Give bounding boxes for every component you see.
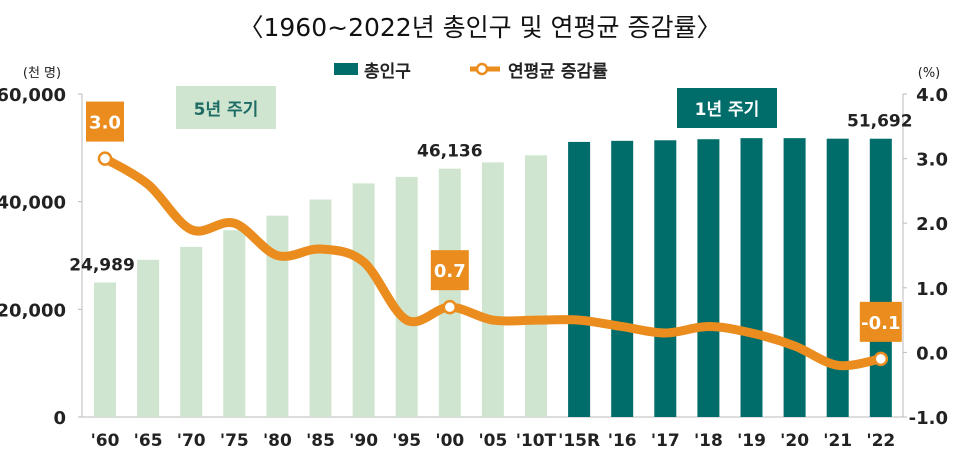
left-tick-label: 20,000 <box>0 300 66 321</box>
right-tick-label: 0.0 <box>916 343 948 364</box>
annotation-1yr-box <box>677 88 777 128</box>
x-tick-label: '17 <box>651 431 680 451</box>
annotation-1yr: 1년 주기 <box>695 100 760 120</box>
bar-data-label: 46,136 <box>417 142 483 162</box>
left-tick-label: 40,000 <box>0 193 66 214</box>
bar-22 <box>869 138 892 417</box>
bar-75 <box>223 230 246 417</box>
legend-bar-label: 총인구 <box>364 62 411 82</box>
x-tick-label: '60 <box>91 431 120 451</box>
legend-bar-swatch <box>334 63 358 75</box>
right-tick-label: 4.0 <box>916 85 948 106</box>
left-tick-label: 60,000 <box>0 85 66 106</box>
x-tick-label: '22 <box>866 431 895 451</box>
x-tick-label: '90 <box>349 431 378 451</box>
bar-21 <box>826 138 849 417</box>
right-axis-unit: (%) <box>918 66 941 81</box>
left-tick-label: 0 <box>53 408 66 429</box>
x-tick-label: '21 <box>823 431 852 451</box>
x-tick-label: '80 <box>263 431 292 451</box>
annotation-5yr-box <box>176 86 276 129</box>
x-tick-label: '16 <box>608 431 637 451</box>
rate-data-label: -0.1 <box>861 313 900 334</box>
legend-line-label: 연평균 증감률 <box>508 62 608 82</box>
rate-data-label: 3.0 <box>89 113 121 134</box>
bar-data-label: 51,692 <box>847 112 913 132</box>
right-tick-label: 3.0 <box>916 150 948 171</box>
x-tick-label: '15R <box>558 431 600 451</box>
bar-18 <box>697 139 720 417</box>
bar-17 <box>654 140 677 417</box>
right-tick-label: -1.0 <box>909 408 948 429</box>
rate-marker <box>97 151 113 166</box>
rate-marker <box>442 299 458 315</box>
x-tick-label: '85 <box>306 431 335 451</box>
bar-data-label: 24,989 <box>69 255 135 275</box>
bar-85 <box>309 199 332 417</box>
bar-05 <box>481 162 504 417</box>
legend-line-marker <box>475 62 489 76</box>
bar-00 <box>438 168 461 417</box>
x-tick-label: '65 <box>134 431 163 451</box>
bar-95 <box>395 176 418 417</box>
bar-19 <box>740 138 763 418</box>
x-tick-label: '20 <box>780 431 809 451</box>
bar-16 <box>611 140 634 417</box>
right-tick-label: 1.0 <box>916 279 948 300</box>
x-tick-label: '10T <box>516 431 557 451</box>
left-axis-unit: (천 명) <box>23 66 61 81</box>
x-tick-label: '05 <box>478 431 507 451</box>
bar-10T <box>525 155 547 417</box>
right-tick-label: 2.0 <box>916 214 948 235</box>
x-tick-label: '00 <box>435 431 464 451</box>
rate-label-box <box>859 301 902 342</box>
chart-title: 〈1960~2022년 총인구 및 연평균 증감률〉 <box>238 13 722 42</box>
x-tick-label: '19 <box>737 431 766 451</box>
rate-label-box <box>430 250 469 291</box>
bar-90 <box>352 183 375 417</box>
bar-80 <box>266 215 289 417</box>
bar-65 <box>137 259 160 417</box>
rate-marker <box>873 351 889 367</box>
rate-label-box <box>86 101 124 142</box>
bar-60 <box>94 282 116 417</box>
bar-70 <box>180 246 203 417</box>
bar-20 <box>783 138 806 418</box>
x-tick-label: '75 <box>220 431 249 451</box>
bar-15R <box>568 141 591 417</box>
rate-data-label: 0.7 <box>434 261 466 282</box>
x-tick-label: '95 <box>392 431 421 451</box>
x-tick-label: '18 <box>694 431 723 451</box>
rate-line <box>100 154 886 371</box>
annotation-5yr: 5년 주기 <box>194 100 259 120</box>
x-tick-label: '70 <box>177 431 206 451</box>
